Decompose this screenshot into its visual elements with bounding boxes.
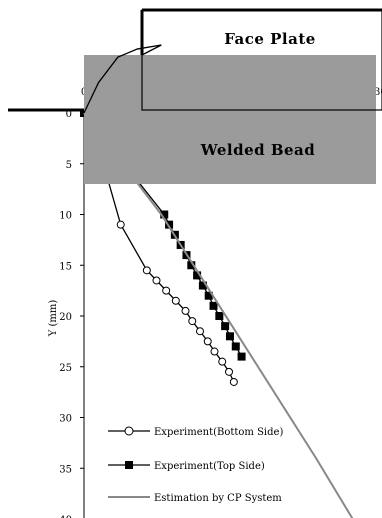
legend-label-bottom-side: Experiment(Bottom Side) [154, 427, 283, 438]
welded-bead-region [84, 55, 376, 184]
data-point-top-side [193, 271, 202, 280]
data-point-bottom-side [152, 276, 161, 285]
y-tick-label: 10 [59, 211, 72, 222]
data-point-top-side [237, 352, 246, 361]
y-axis-ticks: 0 5 10 15 20 25 30 35 40 [59, 109, 84, 518]
data-point-bottom-side [196, 327, 205, 336]
data-point-top-side [204, 291, 213, 300]
data-point-top-side [209, 301, 218, 310]
data-point-bottom-side [218, 357, 227, 366]
legend-label-estimation: Estimation by CP System [154, 493, 282, 504]
data-point-bottom-side [210, 347, 219, 356]
data-point-top-side [215, 312, 224, 320]
data-point-bottom-side [116, 220, 125, 229]
y-tick-label: 40 [59, 515, 72, 518]
data-point-top-side [225, 332, 234, 341]
data-point-bottom-side [171, 296, 180, 305]
data-point-bottom-side [225, 367, 234, 376]
data-point-bottom-side [142, 266, 151, 275]
data-point-top-side [221, 322, 230, 331]
welded-bead-label: Welded Bead [200, 141, 316, 159]
data-point-bottom-side [229, 377, 238, 386]
weld-profile-curve [83, 44, 162, 114]
y-tick-label: 35 [59, 464, 72, 475]
y-axis-label: Y (mm) [48, 300, 59, 338]
face-plate-label: Face Plate [224, 30, 316, 48]
legend-label-top-side: Experiment(Top Side) [154, 461, 265, 472]
data-point-bottom-side [188, 317, 197, 326]
y-tick-label: 0 [66, 109, 72, 120]
legend-marker-top-side [125, 461, 133, 469]
data-point-top-side [231, 342, 240, 351]
legend: Experiment(Bottom Side) Experiment(Top S… [108, 426, 283, 504]
y-tick-label: 5 [66, 160, 72, 171]
y-tick-label: 30 [59, 414, 72, 425]
x-tick-label-right: 30 [374, 87, 382, 98]
data-point-top-side [198, 281, 207, 290]
data-point-bottom-side [181, 306, 190, 315]
y-tick-label: 15 [59, 261, 72, 272]
data-point-top-side [187, 261, 196, 270]
y-tick-label: 25 [59, 363, 72, 374]
data-point-bottom-side [203, 337, 212, 346]
data-point-bottom-side [162, 286, 171, 295]
y-tick-label: 20 [59, 312, 72, 323]
data-point-top-side [160, 210, 169, 219]
legend-marker-bottom-side [124, 426, 134, 436]
data-point-top-side [165, 220, 174, 229]
